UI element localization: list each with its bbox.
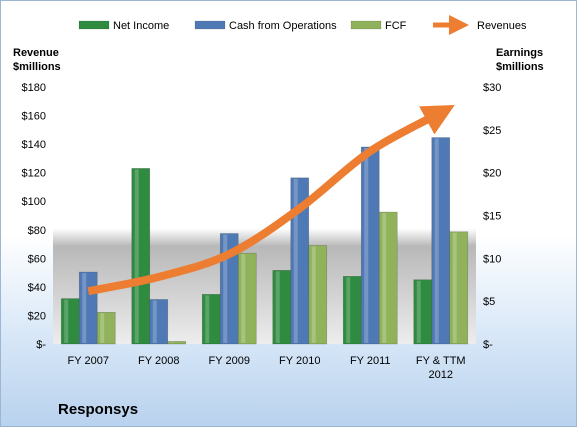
left-axis-ticks: $- $20 $40 $60 $80 $100 $120 $140 $160 $180: [22, 82, 47, 351]
left-tick-label: $-: [36, 339, 46, 351]
right-axis-title-line-2: $millions: [496, 61, 544, 73]
bar-highlight: [223, 234, 228, 343]
bar-highlight: [275, 271, 280, 343]
left-tick-label: $140: [22, 139, 46, 151]
right-tick-label: $5: [483, 296, 495, 308]
bar-highlight: [364, 147, 369, 343]
legend-swatch-net-income: [78, 20, 110, 30]
bar-highlight: [134, 169, 139, 343]
bar-net-income: [131, 168, 151, 345]
chart-title: Responsys: [58, 401, 138, 418]
revenue-line: [87, 105, 455, 296]
bar-highlight: [241, 254, 246, 343]
category-label: 2012: [429, 369, 453, 381]
legend: Net Income Cash from Operations FCF Revenue…: [78, 15, 527, 35]
category-label: FY 2011: [350, 355, 391, 367]
left-tick-label: $20: [28, 310, 46, 322]
left-tick-label: $160: [22, 111, 46, 123]
left-tick-label: $40: [28, 282, 46, 294]
legend-label-cash-from-operations: Cash from Operations: [229, 20, 337, 32]
right-tick-label: $30: [483, 82, 501, 94]
bar-highlight: [416, 280, 421, 343]
left-axis-title-line-2: $millions: [13, 61, 61, 73]
legend-swatch-fcf: [350, 20, 382, 30]
category-label: FY & TTM: [416, 355, 466, 367]
right-tick-label: $25: [483, 125, 501, 137]
bar-cash-from-operations: [78, 271, 98, 345]
bar-cash-from-operations: [431, 137, 451, 345]
bar-net-income: [342, 276, 362, 345]
bar-highlight: [64, 299, 69, 343]
right-tick-label: $20: [483, 168, 501, 180]
bar-highlight: [382, 213, 387, 343]
right-tick-label: $10: [483, 253, 501, 265]
bar-fcf: [237, 252, 257, 345]
legend-label-revenues: Revenues: [477, 20, 527, 32]
bar-highlight: [452, 232, 457, 343]
right-tick-label: $15: [483, 211, 501, 223]
bar-cash-from-operations: [360, 146, 380, 345]
category-label: FY 2008: [138, 355, 179, 367]
left-tick-label: $80: [28, 225, 46, 237]
category-label: FY 2010: [279, 355, 320, 367]
bar-highlight: [293, 178, 298, 343]
legend-label-fcf: FCF: [385, 20, 407, 32]
bar-fcf: [167, 341, 187, 345]
bar-highlight: [434, 138, 439, 343]
bar-fcf: [96, 312, 116, 345]
legend-label-net-income: Net Income: [113, 20, 169, 32]
left-tick-label: $60: [28, 253, 46, 265]
bar-net-income: [60, 298, 80, 345]
bar-fcf: [378, 211, 398, 345]
bar-highlight: [152, 300, 157, 343]
left-tick-label: $180: [22, 82, 46, 94]
left-tick-label: $120: [22, 168, 46, 180]
left-tick-label: $100: [22, 196, 46, 208]
bar-highlight: [311, 246, 316, 343]
legend-swatch-cash-from-operations: [194, 20, 226, 30]
right-axis-title-line-1: Earnings: [496, 47, 543, 59]
bar-fcf: [449, 231, 469, 345]
bar-net-income: [272, 270, 292, 345]
bar-net-income: [413, 279, 433, 345]
bar-highlight: [170, 342, 175, 343]
bar-net-income: [201, 294, 221, 345]
bar-fcf: [308, 245, 328, 345]
line-revenues: [87, 105, 455, 296]
right-tick-label: $-: [483, 339, 493, 351]
left-axis-title-line-1: Revenue: [13, 47, 59, 59]
category-label: FY 2009: [209, 355, 250, 367]
category-labels: FY 2007 FY 2008 FY 2009 FY 2010 FY 2011 FY & …: [68, 355, 466, 381]
bar-cash-from-operations: [149, 299, 169, 345]
bar-highlight: [205, 295, 210, 343]
bar-highlight: [346, 277, 351, 343]
bar-highlight: [82, 273, 87, 343]
bars: [60, 137, 469, 345]
bar-highlight: [100, 313, 105, 343]
right-axis-ticks: $- $5 $10 $15 $20 $25 $30: [483, 82, 501, 351]
category-label: FY 2007: [68, 355, 109, 367]
